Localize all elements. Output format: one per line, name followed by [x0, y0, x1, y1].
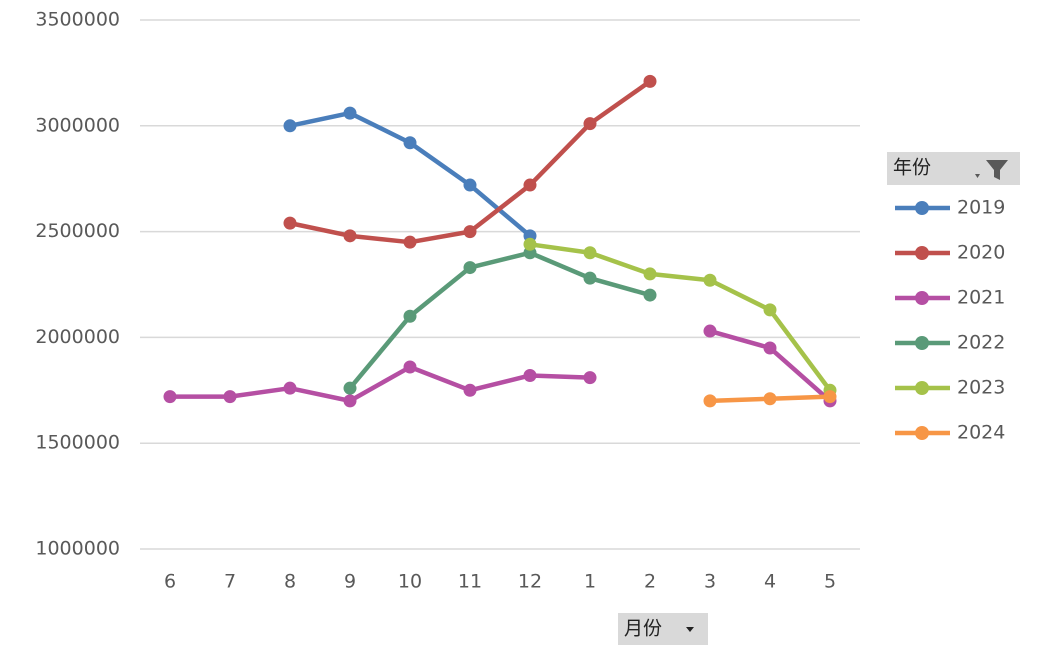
data-point: [403, 136, 417, 150]
series-line: [170, 328, 832, 404]
data-point: [343, 394, 357, 408]
x-tick-label: 6: [164, 571, 176, 593]
data-point: [343, 381, 357, 395]
x-tick-label: 9: [344, 571, 356, 593]
data-point: [763, 341, 777, 355]
data-point: [283, 119, 297, 133]
month-filter[interactable]: 月份: [618, 613, 708, 645]
x-tick-label: 3: [704, 571, 716, 593]
data-point: [283, 216, 297, 230]
series-line: [289, 79, 652, 245]
legend-label: 2022: [957, 332, 1005, 354]
field-button[interactable]: [618, 613, 708, 645]
y-tick-label: 3500000: [35, 9, 120, 31]
data-point: [643, 288, 657, 302]
y-tick-label: 2000000: [35, 326, 120, 348]
x-field-label: 月份: [624, 618, 662, 640]
data-point: [463, 261, 477, 275]
data-point: [463, 178, 477, 192]
data-point: [463, 383, 477, 397]
x-tick-label: 7: [224, 571, 236, 593]
dropdown-icon: [686, 627, 694, 632]
data-point: [523, 237, 537, 251]
x-tick-label: 2: [644, 571, 656, 593]
legend-marker: [915, 336, 929, 350]
data-point: [763, 392, 777, 406]
data-point: [343, 106, 357, 120]
data-point: [823, 390, 837, 404]
data-point: [403, 360, 417, 374]
legend-marker: [915, 246, 929, 260]
y-tick-label: 3000000: [35, 114, 120, 136]
data-point: [403, 309, 417, 323]
x-tick-label: 11: [458, 571, 482, 593]
data-point: [583, 271, 597, 285]
data-point: [703, 324, 717, 338]
data-point: [163, 390, 177, 404]
legend-label: 2021: [957, 287, 1005, 309]
x-tick-label: 1: [584, 571, 596, 593]
legend-title: 年份: [893, 157, 931, 179]
legend-label: 2023: [957, 377, 1005, 399]
data-point: [223, 390, 237, 404]
data-point: [403, 235, 417, 249]
data-point: [343, 229, 357, 243]
x-tick-label: 4: [764, 571, 776, 593]
y-tick-label: 1000000: [35, 538, 120, 560]
data-point: [703, 273, 717, 287]
data-point: [703, 394, 717, 408]
x-tick-label: 5: [824, 571, 836, 593]
x-tick-label: 8: [284, 571, 296, 593]
series-line: [289, 110, 532, 238]
data-point: [643, 267, 657, 281]
x-tick-label: 12: [518, 571, 542, 593]
x-tick-label: 10: [398, 571, 422, 593]
data-point: [643, 74, 657, 88]
series-line: [529, 242, 832, 392]
data-point: [583, 246, 597, 260]
data-point: [523, 178, 537, 192]
legend-label: 2024: [957, 422, 1005, 444]
y-tick-label: 1500000: [35, 432, 120, 454]
legend-label: 2019: [957, 197, 1005, 219]
data-point: [463, 225, 477, 239]
legend-marker: [915, 426, 929, 440]
data-point: [583, 371, 597, 385]
legend-marker: [915, 381, 929, 395]
year-filter[interactable]: 年份: [887, 152, 1020, 185]
legend-label: 2020: [957, 242, 1005, 264]
y-tick-label: 2500000: [35, 220, 120, 242]
legend-marker: [915, 291, 929, 305]
data-point: [763, 303, 777, 317]
filter-icon: [975, 160, 1008, 180]
data-point: [283, 381, 297, 395]
series-line: [348, 250, 651, 390]
legend-marker: [915, 201, 929, 215]
data-point: [583, 117, 597, 131]
data-point: [523, 368, 537, 382]
